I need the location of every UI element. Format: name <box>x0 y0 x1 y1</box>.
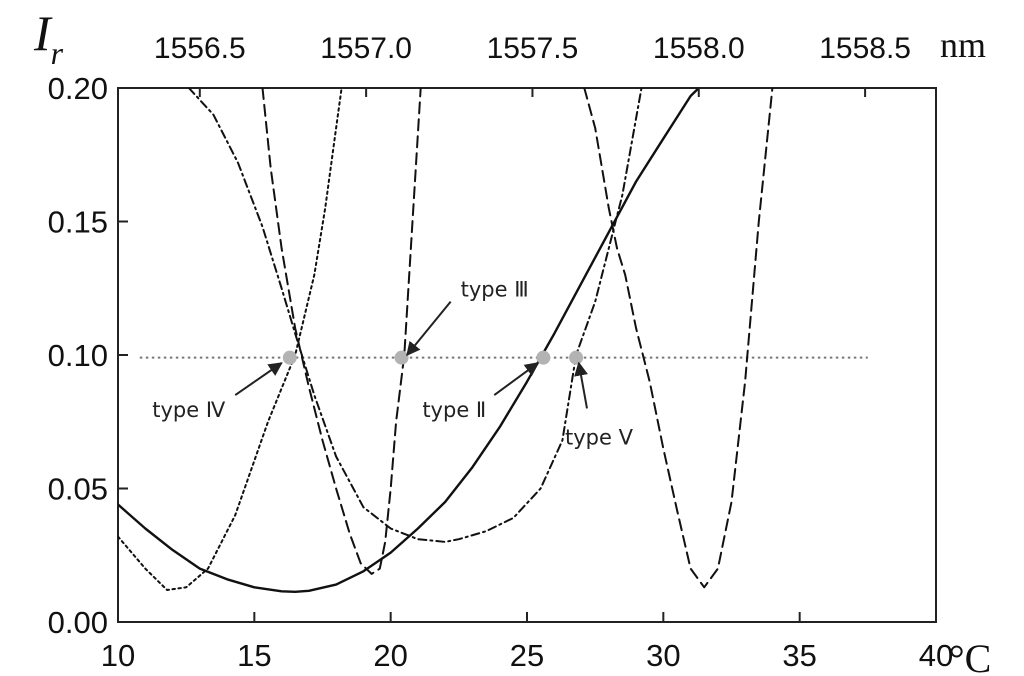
top-x-tick-label: 1558.0 <box>653 32 745 65</box>
bottom-axis-unit-label: °C <box>949 636 992 676</box>
y-tick-label: 0.10 <box>48 338 108 373</box>
top-x-tick-label: 1557.0 <box>320 32 412 65</box>
y-axis-label: Ir <box>33 5 64 71</box>
y-tick-label: 0.00 <box>48 605 108 640</box>
annotation-arrow <box>406 300 452 357</box>
x-tick-label: 30 <box>646 638 680 673</box>
x-tick-label: 25 <box>510 638 544 673</box>
series-2-dashed-line <box>261 88 422 575</box>
annotation-label: type Ⅴ <box>565 425 634 449</box>
annotation-label: type Ⅱ <box>422 398 486 422</box>
y-tick-label: 0.20 <box>48 71 108 106</box>
annotation-arrow <box>493 362 540 396</box>
y-tick-label: 0.15 <box>48 205 108 240</box>
intersection-marker <box>282 350 297 365</box>
top-x-tick-label: 1557.5 <box>487 32 579 65</box>
intersection-marker <box>394 350 409 365</box>
intersection-marker <box>536 350 551 365</box>
series-1-solid-line <box>118 88 700 593</box>
annotation-arrow <box>234 362 283 396</box>
annotation-label: type Ⅳ <box>152 398 226 422</box>
y-axis-label-subscript: r <box>51 35 64 71</box>
marker-group <box>282 350 584 365</box>
series-5-dashed-line <box>583 88 774 589</box>
x-tick-label: 20 <box>373 638 407 673</box>
x-tick-label: 35 <box>782 638 816 673</box>
series-3-dotted-line <box>118 88 343 591</box>
x-tick-label: 10 <box>101 638 135 673</box>
y-tick-label: 0.05 <box>48 472 108 507</box>
annotation-arrow <box>574 361 588 409</box>
axes-group: 0.00 0.05 0.10 0.15 0.20 10 15 20 25 30 35 40 1556.5… <box>48 32 954 673</box>
series-group <box>118 88 774 593</box>
annotation-label: type Ⅲ <box>461 278 529 302</box>
annotation-group: type Ⅲ type Ⅳ type Ⅱ type Ⅴ <box>152 278 633 450</box>
intersection-marker <box>569 350 584 365</box>
y-axis-label-symbol: I <box>33 5 53 61</box>
series-4-dashdot-line <box>187 88 643 543</box>
top-x-tick-label: 1556.5 <box>154 32 246 65</box>
x-tick-label: 40 <box>919 638 953 673</box>
top-x-tick-label: 1558.5 <box>819 32 911 65</box>
x-tick-label: 15 <box>237 638 271 673</box>
top-axis-unit-label: nm <box>940 25 986 65</box>
